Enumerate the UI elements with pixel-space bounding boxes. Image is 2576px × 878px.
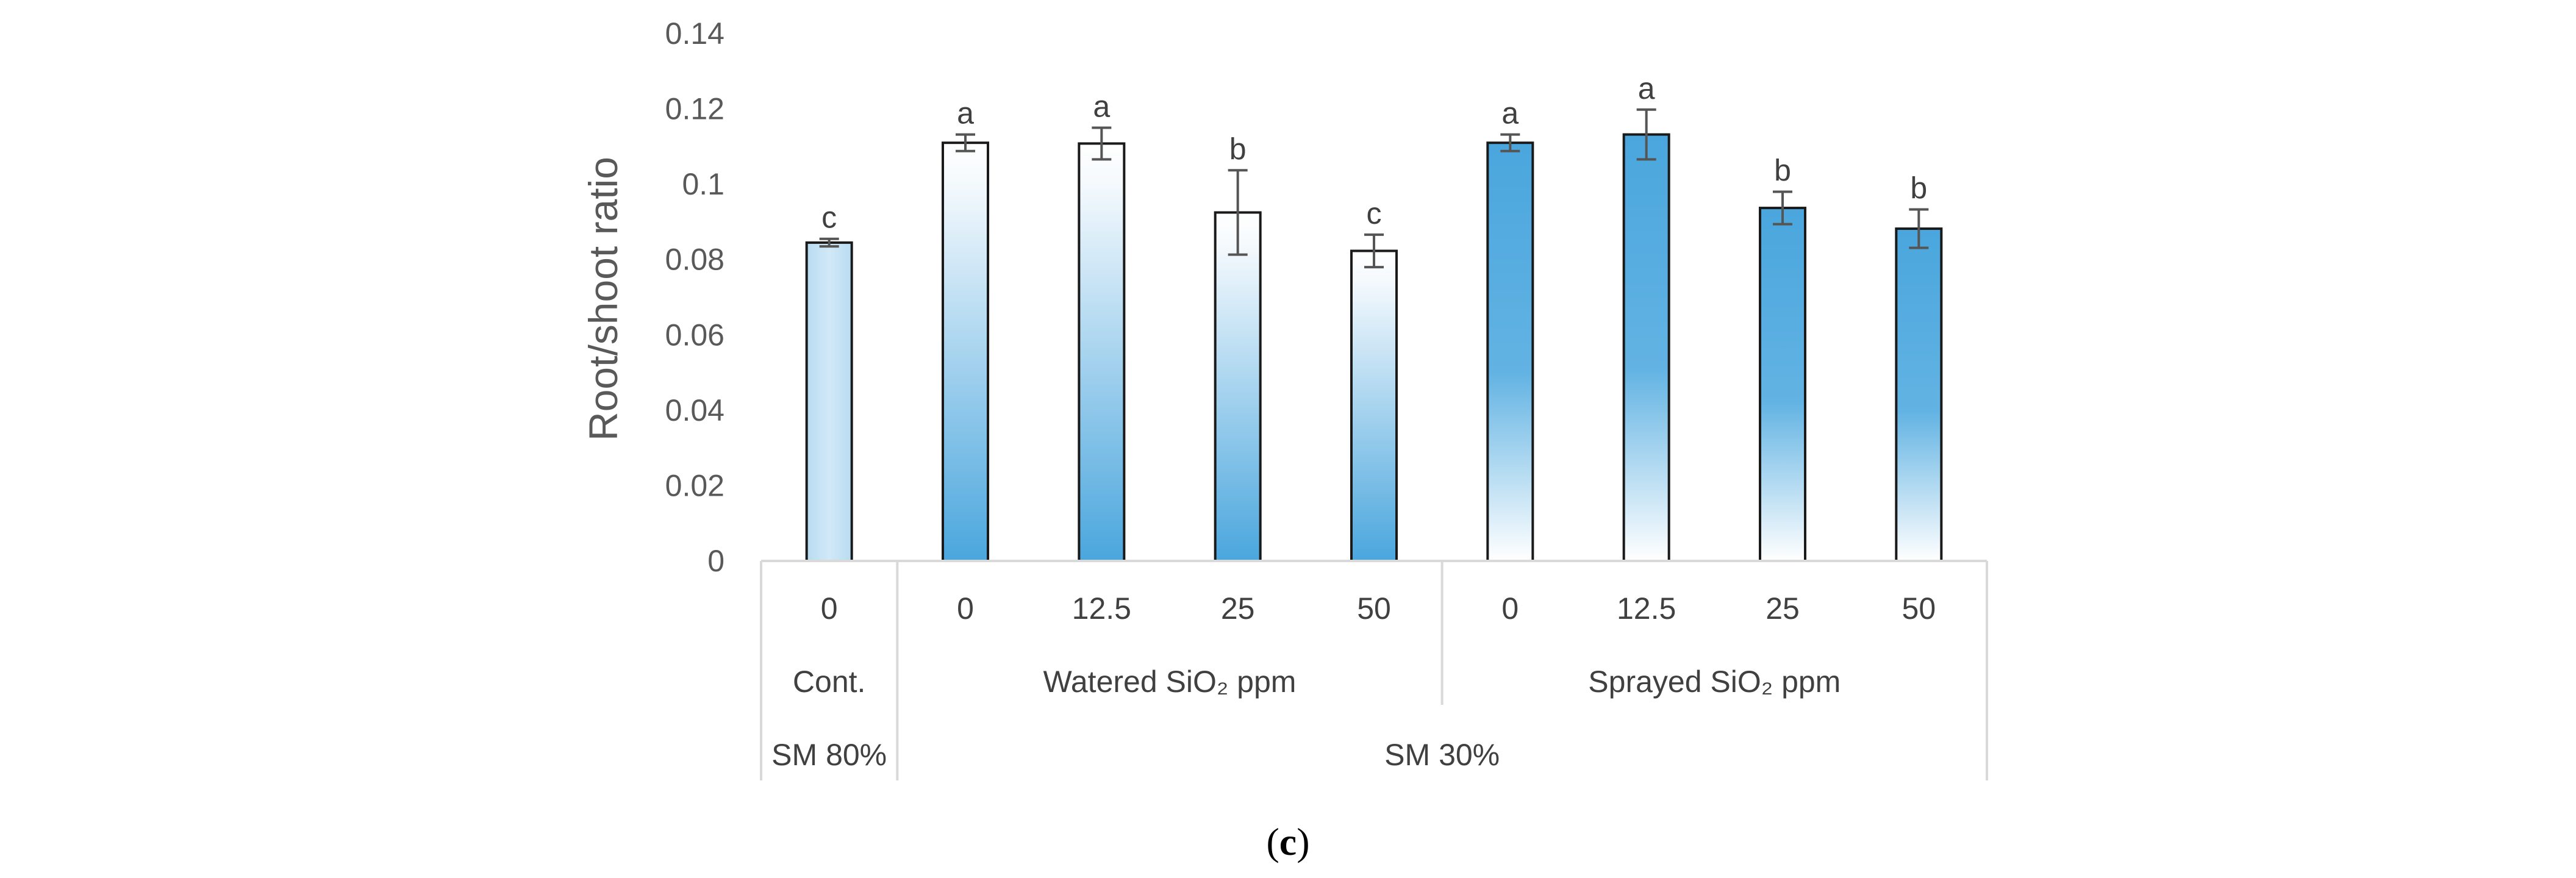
bar [1895, 227, 1943, 562]
error-bar [1909, 208, 1929, 249]
y-tick-label: 0.02 [665, 468, 724, 502]
x-category-label: 0 [1501, 591, 1519, 626]
significance-letter: c [821, 201, 837, 235]
error-bar [1228, 169, 1248, 256]
y-tick-label: 0.06 [665, 318, 724, 352]
bars: c a a b c a a b b [805, 71, 1943, 563]
error-bar [1364, 233, 1384, 269]
bar [805, 241, 853, 562]
bar [942, 141, 989, 562]
x-category-label: 12.5 [1617, 591, 1676, 626]
x-group-label: Sprayed SiO₂ ppm [1588, 665, 1841, 699]
caption-open-paren: ( [1266, 820, 1279, 863]
significance-letter: b [1229, 132, 1247, 166]
y-tick-label: 0 [707, 544, 724, 578]
significance-letter: a [957, 96, 974, 130]
bar [1350, 249, 1398, 562]
x-category-label: 25 [1221, 591, 1255, 626]
y-tick-label: 0.1 [682, 167, 724, 201]
significance-letter: b [1910, 171, 1927, 205]
caption-close-paren: ) [1297, 820, 1309, 863]
y-tick-label: 0.14 [665, 16, 724, 51]
x-category-label: 25 [1766, 591, 1800, 626]
caption-letter: c [1279, 820, 1297, 863]
y-tick-label: 0.04 [665, 393, 724, 427]
error-bar [1636, 108, 1656, 161]
error-bar [819, 237, 839, 248]
significance-letter: b [1774, 154, 1791, 188]
y-tick-label: 0.12 [665, 92, 724, 126]
error-bar [1092, 126, 1112, 161]
bar [1486, 141, 1534, 562]
x-axis: 0 0 12.5 25 50 0 12.5 25 50 Cont. Watered SiO₂ ppm… [760, 560, 1988, 780]
panel-caption: (c) [1266, 820, 1309, 863]
error-bar [956, 133, 975, 152]
bar [1622, 133, 1670, 563]
significance-letter: a [1501, 96, 1519, 130]
significance-letter: a [1093, 89, 1110, 123]
x-category-label: 50 [1902, 591, 1936, 626]
x-category-label: 12.5 [1072, 591, 1131, 626]
error-bar [1500, 133, 1520, 152]
x-category-label: 0 [957, 591, 974, 626]
bar [1078, 142, 1126, 562]
x-group-label: SM 80% [771, 738, 887, 772]
x-group-label: SM 30% [1384, 738, 1500, 772]
significance-letter: a [1638, 71, 1655, 105]
x-category-label: 50 [1357, 591, 1391, 626]
x-group-label: Cont. [793, 665, 866, 699]
y-tick-label: 0.08 [665, 243, 724, 277]
x-category-label: 0 [821, 591, 838, 626]
bar [1759, 207, 1806, 562]
bar [1214, 211, 1262, 563]
x-group-label: Watered SiO₂ ppm [1043, 665, 1297, 699]
significance-letter: c [1367, 196, 1382, 230]
y-axis: 0 0.02 0.04 0.06 0.08 0.1 0.12 0.14 [665, 16, 724, 578]
y-axis-label: Root/shoot ratio [581, 157, 626, 441]
error-bar [1773, 190, 1792, 226]
